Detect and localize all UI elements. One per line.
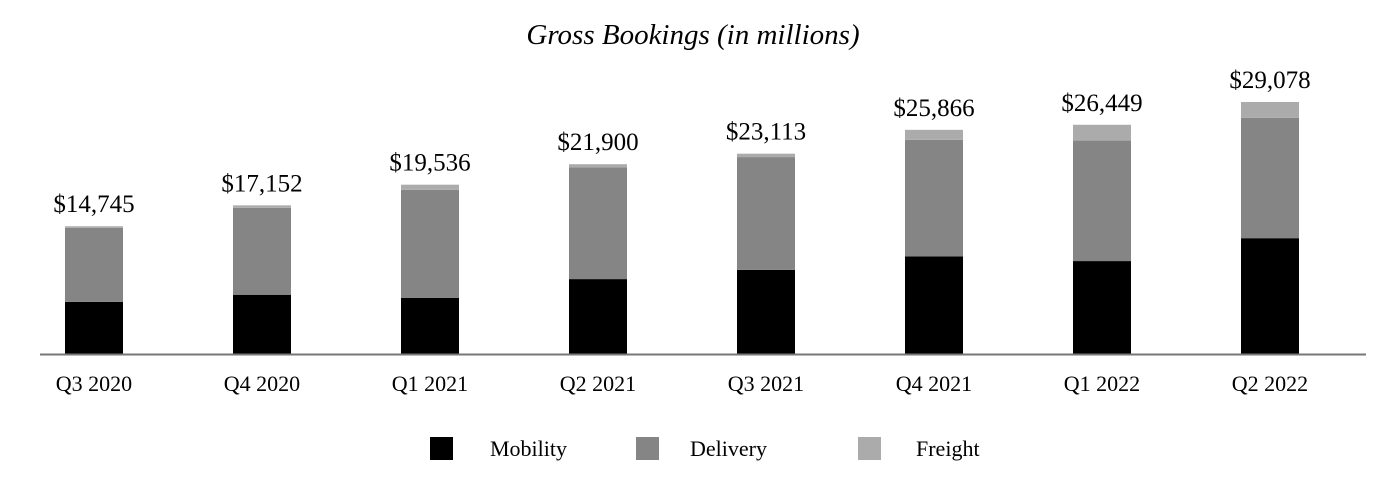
legend-swatch-delivery [636,437,659,460]
total-label: $14,745 [53,191,134,218]
bar-freight-q1-2021 [401,184,459,190]
bar-delivery-q1-2021 [401,189,459,298]
x-tick-label: Q2 2021 [560,371,636,396]
total-label: $23,113 [726,119,806,146]
bar-delivery-q2-2022 [1241,117,1299,239]
bar-mobility-q1-2021 [401,297,459,354]
total-label: $26,449 [1061,90,1142,117]
bar-mobility-q4-2020 [233,294,291,354]
total-label: $17,152 [221,170,302,197]
bar-delivery-q4-2021 [905,139,963,257]
x-tick-label: Q3 2020 [56,371,132,396]
total-label: $19,536 [389,150,470,177]
legend-label-mobility: Mobility [490,436,567,461]
total-label: $21,900 [557,129,638,156]
bar-freight-q4-2021 [905,129,963,140]
bar-freight-q2-2022 [1241,102,1299,118]
bar-freight-q3-2021 [737,153,795,158]
x-tick-label: Q1 2022 [1064,371,1140,396]
bars-group: $14,745 $17,152 $19,536 $21,900 $23,113 $25,8… [53,67,1311,354]
x-tick-label: Q4 2020 [224,371,300,396]
x-tick-label: Q1 2021 [392,371,468,396]
bar-freight-q4-2020 [233,205,291,208]
bar-delivery-q2-2021 [569,167,627,280]
x-tick-label: Q2 2022 [1232,371,1308,396]
bar-mobility-q3-2021 [737,269,795,354]
total-label: $29,078 [1229,67,1310,94]
bar-mobility-q2-2022 [1241,238,1299,354]
legend-swatch-freight [858,437,881,460]
bar-delivery-q4-2020 [233,207,291,295]
bar-mobility-q1-2022 [1073,261,1131,354]
legend-swatch-mobility [430,437,453,460]
bar-delivery-q3-2021 [737,157,795,270]
bar-mobility-q2-2021 [569,279,627,354]
x-tick-label: Q4 2021 [896,371,972,396]
legend-label-delivery: Delivery [690,436,767,461]
bar-mobility-q3-2020 [65,301,123,354]
total-label: $25,866 [893,95,974,122]
bar-freight-q1-2022 [1073,124,1131,141]
x-tick-labels: Q3 2020 Q4 2020 Q1 2021 Q2 2021 Q3 2021 Q4 20… [56,371,1308,396]
bar-delivery-q1-2022 [1073,140,1131,262]
bar-freight-q2-2021 [569,164,627,168]
bar-freight-q3-2020 [65,226,123,228]
chart-title: Gross Bookings (in millions) [526,19,859,51]
legend-label-freight: Freight [916,436,980,461]
legend: Mobility Delivery Freight [430,436,980,461]
bar-mobility-q4-2021 [905,256,963,354]
x-tick-label: Q3 2021 [728,371,804,396]
bar-delivery-q3-2020 [65,227,123,302]
